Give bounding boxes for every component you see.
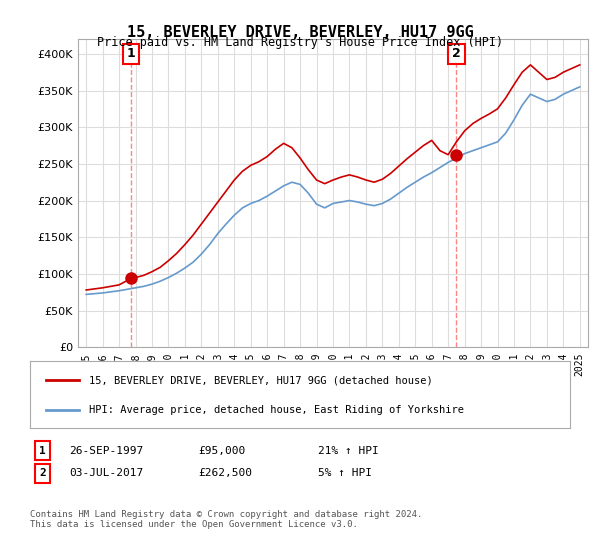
Text: 03-JUL-2017: 03-JUL-2017	[69, 468, 143, 478]
Text: 15, BEVERLEY DRIVE, BEVERLEY, HU17 9GG (detached house): 15, BEVERLEY DRIVE, BEVERLEY, HU17 9GG (…	[89, 375, 433, 385]
Text: 26-SEP-1997: 26-SEP-1997	[69, 446, 143, 456]
Text: 1: 1	[127, 48, 136, 60]
Text: HPI: Average price, detached house, East Riding of Yorkshire: HPI: Average price, detached house, East…	[89, 404, 464, 414]
Text: 1: 1	[39, 446, 46, 456]
Text: £262,500: £262,500	[198, 468, 252, 478]
Text: Price paid vs. HM Land Registry's House Price Index (HPI): Price paid vs. HM Land Registry's House …	[97, 36, 503, 49]
Text: 21% ↑ HPI: 21% ↑ HPI	[318, 446, 379, 456]
Text: 2: 2	[452, 48, 461, 60]
Text: 15, BEVERLEY DRIVE, BEVERLEY, HU17 9GG: 15, BEVERLEY DRIVE, BEVERLEY, HU17 9GG	[127, 25, 473, 40]
Text: 5% ↑ HPI: 5% ↑ HPI	[318, 468, 372, 478]
Text: £95,000: £95,000	[198, 446, 245, 456]
Text: Contains HM Land Registry data © Crown copyright and database right 2024.
This d: Contains HM Land Registry data © Crown c…	[30, 510, 422, 529]
Text: 2: 2	[39, 468, 46, 478]
